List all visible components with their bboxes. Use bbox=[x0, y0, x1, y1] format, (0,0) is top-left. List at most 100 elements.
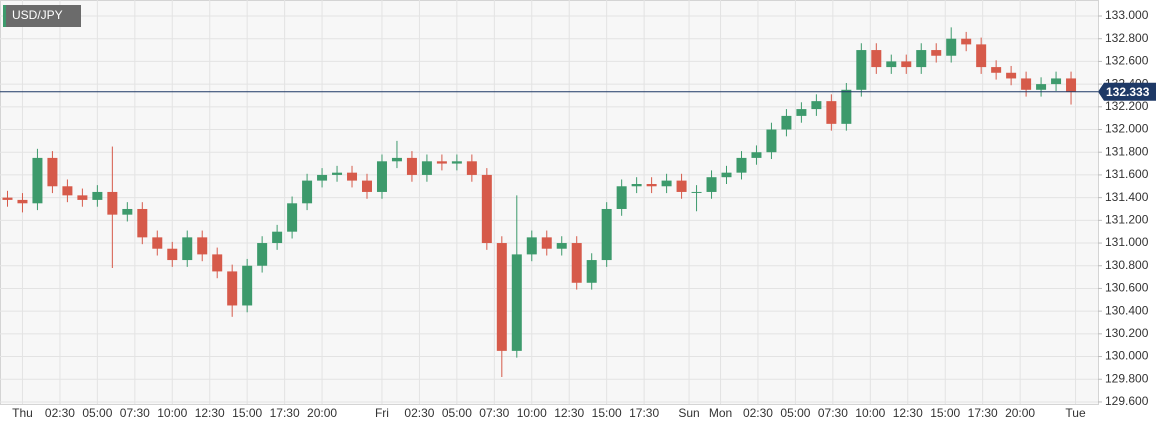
candle-body bbox=[1051, 78, 1062, 85]
candle-body bbox=[32, 157, 43, 204]
overlay: 132.333 USD/JPY bbox=[0, 5, 1156, 101]
y-tick-label: 131.800 bbox=[1105, 144, 1149, 158]
candle-body bbox=[1006, 72, 1017, 79]
candle-body bbox=[856, 50, 867, 90]
x-tick-label: 12:30 bbox=[893, 406, 923, 420]
candle-body bbox=[77, 195, 88, 200]
candle-body bbox=[991, 67, 1002, 73]
candle-body bbox=[901, 61, 912, 68]
current-price-tag bbox=[1098, 82, 1156, 101]
candle-body bbox=[526, 237, 537, 255]
x-tick-label: 20:00 bbox=[1005, 406, 1035, 420]
current-price-label: 132.333 bbox=[1106, 85, 1150, 99]
x-tick-label: 07:30 bbox=[479, 406, 509, 420]
x-tick-label: 17:30 bbox=[968, 406, 998, 420]
candle-body bbox=[302, 180, 313, 204]
candle-body bbox=[451, 161, 462, 164]
candle-body bbox=[62, 186, 73, 196]
x-tick-label: 07:30 bbox=[818, 406, 848, 420]
candle-body bbox=[92, 191, 103, 200]
x-tick-label: 12:30 bbox=[554, 406, 584, 420]
candle-body bbox=[796, 109, 807, 116]
candle-body bbox=[406, 157, 417, 175]
candle-body bbox=[811, 101, 822, 110]
candle-body bbox=[332, 172, 343, 175]
candle-body bbox=[421, 161, 432, 175]
y-tick-label: 131.000 bbox=[1105, 235, 1149, 249]
candle-body bbox=[946, 38, 957, 56]
candle-body bbox=[481, 174, 492, 244]
y-tick-label: 130.000 bbox=[1105, 349, 1149, 363]
candle-body bbox=[871, 50, 882, 68]
candle-body bbox=[152, 237, 163, 249]
candle-body bbox=[287, 203, 298, 232]
candle-body bbox=[242, 265, 253, 306]
grid: 129.600 129.800 130.000 130.200 130.400 130.6… bbox=[0, 0, 1149, 420]
y-tick-label: 133.000 bbox=[1105, 8, 1149, 22]
candle-body bbox=[781, 115, 792, 130]
x-tick-label: 02:30 bbox=[45, 406, 75, 420]
y-tick-label: 131.600 bbox=[1105, 167, 1149, 181]
candle-body bbox=[886, 61, 897, 68]
candle-body bbox=[436, 161, 447, 164]
candle-body bbox=[646, 184, 657, 187]
x-tick-label: 15:00 bbox=[592, 406, 622, 420]
y-tick-label: 131.200 bbox=[1105, 213, 1149, 227]
title-box bbox=[3, 5, 81, 27]
x-tick-label: 12:30 bbox=[195, 406, 225, 420]
candle-body bbox=[676, 180, 687, 192]
y-tick-label: 132.600 bbox=[1105, 54, 1149, 68]
x-tick-label: 07:30 bbox=[120, 406, 150, 420]
candle-body bbox=[571, 243, 582, 283]
candle-body bbox=[511, 254, 522, 351]
y-tick-label: 132.000 bbox=[1105, 122, 1149, 136]
x-tick-label: 05:00 bbox=[82, 406, 112, 420]
candle-body bbox=[257, 243, 268, 266]
candle-body bbox=[586, 260, 597, 283]
x-tick-label: 02:30 bbox=[743, 406, 773, 420]
candle-body bbox=[616, 186, 627, 209]
x-tick-label: 05:00 bbox=[442, 406, 472, 420]
candle-body bbox=[691, 191, 702, 193]
candle-body bbox=[1036, 84, 1047, 90]
candle-body bbox=[391, 157, 402, 162]
candle-body bbox=[272, 231, 283, 244]
candle-body bbox=[931, 50, 942, 56]
candle-body bbox=[976, 44, 987, 68]
title-stripe bbox=[3, 5, 6, 27]
candle-body bbox=[361, 180, 372, 192]
candle-body bbox=[2, 197, 13, 200]
x-tick-label: 10:00 bbox=[855, 406, 885, 420]
x-tick-label: Tue bbox=[1065, 406, 1086, 420]
x-tick-label: 02:30 bbox=[404, 406, 434, 420]
x-tick-label: 17:30 bbox=[629, 406, 659, 420]
candle-body bbox=[661, 180, 672, 187]
candle-body bbox=[137, 208, 148, 238]
candle-body bbox=[916, 50, 927, 68]
y-tick-label: 132.200 bbox=[1105, 99, 1149, 113]
candle-body bbox=[496, 243, 507, 351]
candle-body bbox=[961, 38, 972, 45]
plot-area bbox=[0, 0, 1099, 405]
candle-body bbox=[212, 254, 223, 272]
y-tick-label: 132.800 bbox=[1105, 31, 1149, 45]
candle-body bbox=[841, 89, 852, 124]
x-tick-label: 10:00 bbox=[157, 406, 187, 420]
x-tick-label: Fri bbox=[375, 406, 389, 420]
candle-body bbox=[1066, 78, 1077, 92]
candle-body bbox=[107, 191, 118, 215]
candle-body bbox=[182, 237, 193, 261]
candle-body bbox=[751, 152, 762, 158]
candle-body bbox=[17, 199, 28, 204]
candle-body bbox=[317, 174, 328, 181]
x-tick-label: 20:00 bbox=[307, 406, 337, 420]
y-tick-label: 130.400 bbox=[1105, 303, 1149, 317]
candle-body bbox=[47, 157, 58, 187]
candle-body bbox=[826, 101, 837, 124]
candles bbox=[2, 27, 1077, 377]
candle-body bbox=[766, 129, 777, 153]
candle-body bbox=[556, 243, 567, 249]
candle-body bbox=[631, 184, 642, 187]
y-tick-label: 129.600 bbox=[1105, 394, 1149, 408]
